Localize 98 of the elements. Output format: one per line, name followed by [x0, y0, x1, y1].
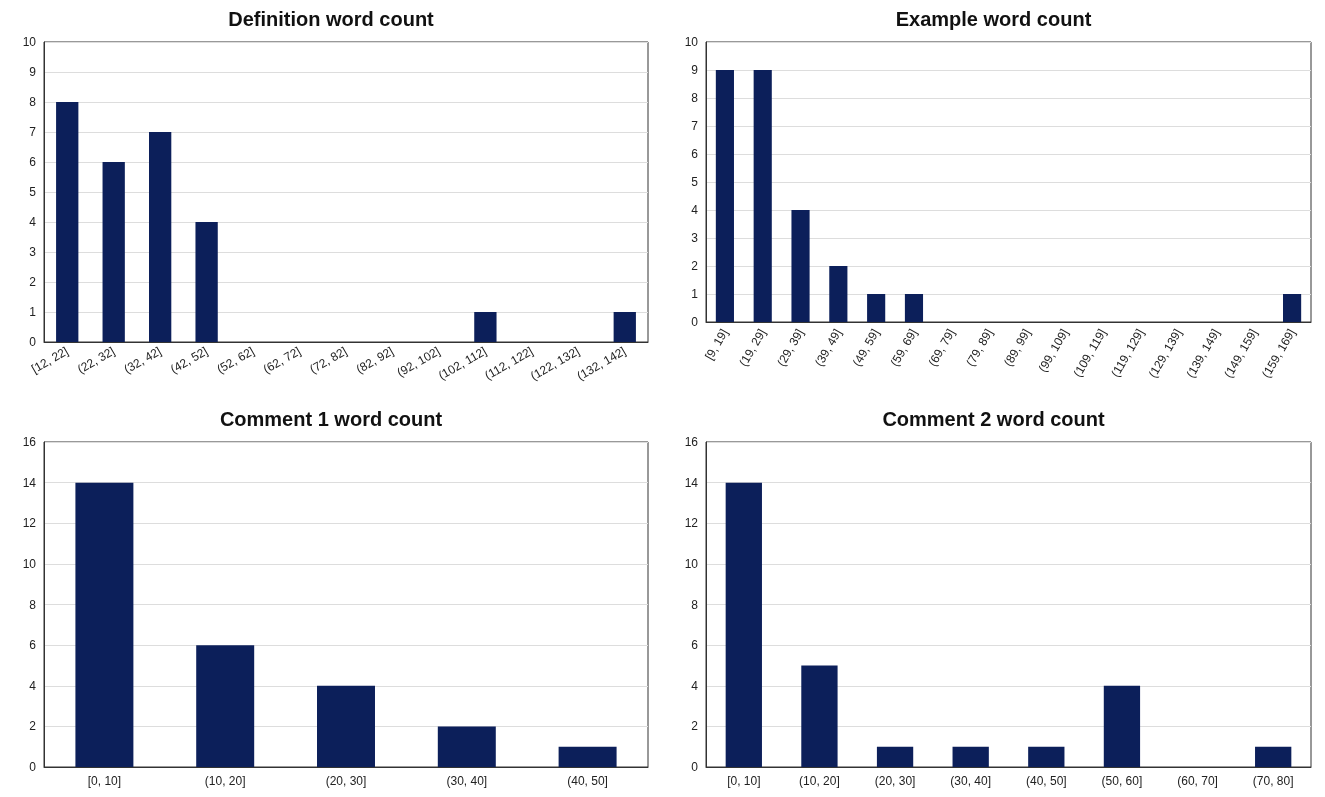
y-tick-label: 7	[691, 119, 699, 133]
x-tick-label: (32, 42]	[121, 343, 164, 377]
y-tick-label: 9	[29, 65, 37, 79]
bar	[753, 70, 772, 322]
chart-title: Definition word count	[228, 8, 435, 30]
bar	[952, 746, 989, 767]
y-tick-label: 2	[29, 275, 37, 289]
y-tick-label: 14	[684, 475, 699, 490]
chart-title: Comment 1 word count	[219, 408, 443, 430]
bar	[876, 746, 914, 767]
bar	[801, 665, 838, 767]
x-tick-label: [0, 10]	[727, 774, 761, 788]
y-tick-label: 3	[29, 245, 37, 259]
y-tick-label: 6	[29, 155, 37, 169]
x-tick-label: (49, 59]	[849, 326, 883, 369]
x-tick-label: (62, 72]	[260, 343, 304, 377]
x-tick-label: (39, 49]	[811, 326, 845, 369]
x-tick-label: (70, 80]	[1252, 774, 1294, 788]
x-tick-label: (30, 40]	[446, 774, 488, 788]
x-tick-label: [0, 10]	[87, 774, 122, 788]
y-tick-label: 10	[684, 35, 699, 49]
y-tick-label: 16	[22, 435, 37, 449]
x-tick-label: (20, 30]	[874, 774, 916, 788]
y-tick-label: 8	[29, 95, 37, 109]
y-tick-label: 10	[22, 556, 37, 571]
chart-title: Comment 2 word count	[882, 408, 1105, 430]
x-tick-label: (20, 30]	[325, 774, 367, 788]
y-tick-label: 3	[691, 231, 699, 245]
x-tick-label: (82, 92]	[353, 343, 396, 377]
bar	[791, 210, 810, 322]
y-tick-label: 6	[691, 638, 699, 653]
chart-title: Example word count	[895, 8, 1092, 30]
x-tick-label: [9, 19]	[702, 326, 731, 363]
y-tick-label: 10	[22, 35, 37, 49]
y-tick-label: 8	[691, 91, 699, 105]
x-tick-label: (22, 32]	[75, 343, 118, 377]
y-tick-label: 0	[29, 760, 37, 774]
bar	[867, 294, 886, 322]
bar	[149, 132, 172, 342]
y-tick-label: 0	[691, 760, 699, 774]
x-tick-label: (19, 29]	[736, 326, 769, 369]
x-tick-label: (29, 39]	[774, 326, 807, 369]
x-tick-label: (30, 40]	[950, 774, 992, 788]
x-tick-label: (40, 50]	[1025, 774, 1067, 788]
y-tick-label: 6	[691, 147, 699, 161]
bar	[1283, 294, 1302, 322]
bar	[195, 222, 218, 342]
bar	[75, 482, 134, 767]
x-tick-label: (79, 89]	[963, 326, 996, 369]
y-tick-label: 10	[684, 556, 699, 571]
x-tick-label: (60, 70]	[1177, 774, 1218, 788]
y-tick-label: 5	[29, 185, 37, 199]
x-tick-label: (59, 69]	[887, 326, 921, 369]
y-tick-label: 1	[691, 287, 699, 301]
x-tick-label: (89, 99]	[1001, 326, 1034, 369]
y-tick-label: 0	[29, 335, 37, 349]
bar	[1103, 685, 1141, 767]
y-tick-label: 2	[691, 719, 699, 734]
x-tick-label: (10, 20]	[799, 774, 840, 788]
bar	[56, 102, 79, 342]
y-tick-label: 16	[684, 435, 699, 449]
x-tick-label: (52, 62]	[214, 343, 257, 377]
bar	[1255, 746, 1292, 767]
y-tick-label: 6	[29, 638, 37, 653]
y-tick-label: 4	[691, 678, 699, 693]
bar	[474, 312, 497, 342]
bar	[196, 645, 255, 767]
bar	[558, 746, 617, 767]
x-tick-label: (40, 50]	[567, 774, 608, 788]
y-tick-label: 7	[29, 125, 37, 139]
y-tick-label: 4	[29, 215, 37, 229]
y-tick-label: 12	[684, 516, 699, 531]
bar	[1028, 746, 1065, 767]
bar	[437, 726, 496, 767]
y-tick-label: 14	[22, 475, 37, 490]
y-tick-label: 1	[29, 305, 37, 319]
y-tick-label: 8	[29, 597, 37, 612]
bar	[829, 266, 848, 322]
x-tick-label: (72, 82]	[307, 343, 350, 377]
bar	[904, 294, 924, 322]
x-tick-label: (69, 79]	[925, 326, 958, 369]
x-tick-label: (10, 20]	[204, 774, 246, 788]
x-tick-label: (50, 60]	[1101, 774, 1143, 788]
bar	[613, 312, 636, 342]
y-tick-label: 9	[691, 63, 699, 77]
y-tick-label: 5	[691, 175, 699, 189]
y-tick-label: 4	[691, 203, 699, 217]
y-tick-label: 2	[691, 259, 699, 273]
bar	[102, 162, 125, 342]
y-tick-label: 2	[29, 719, 37, 734]
bar	[715, 70, 734, 322]
y-tick-label: 4	[29, 678, 37, 693]
bar	[317, 685, 375, 767]
y-tick-label: 0	[691, 315, 699, 329]
y-tick-label: 8	[691, 597, 699, 612]
y-tick-label: 12	[22, 516, 37, 531]
bar	[725, 482, 762, 767]
x-tick-label: (42, 52]	[167, 343, 211, 377]
